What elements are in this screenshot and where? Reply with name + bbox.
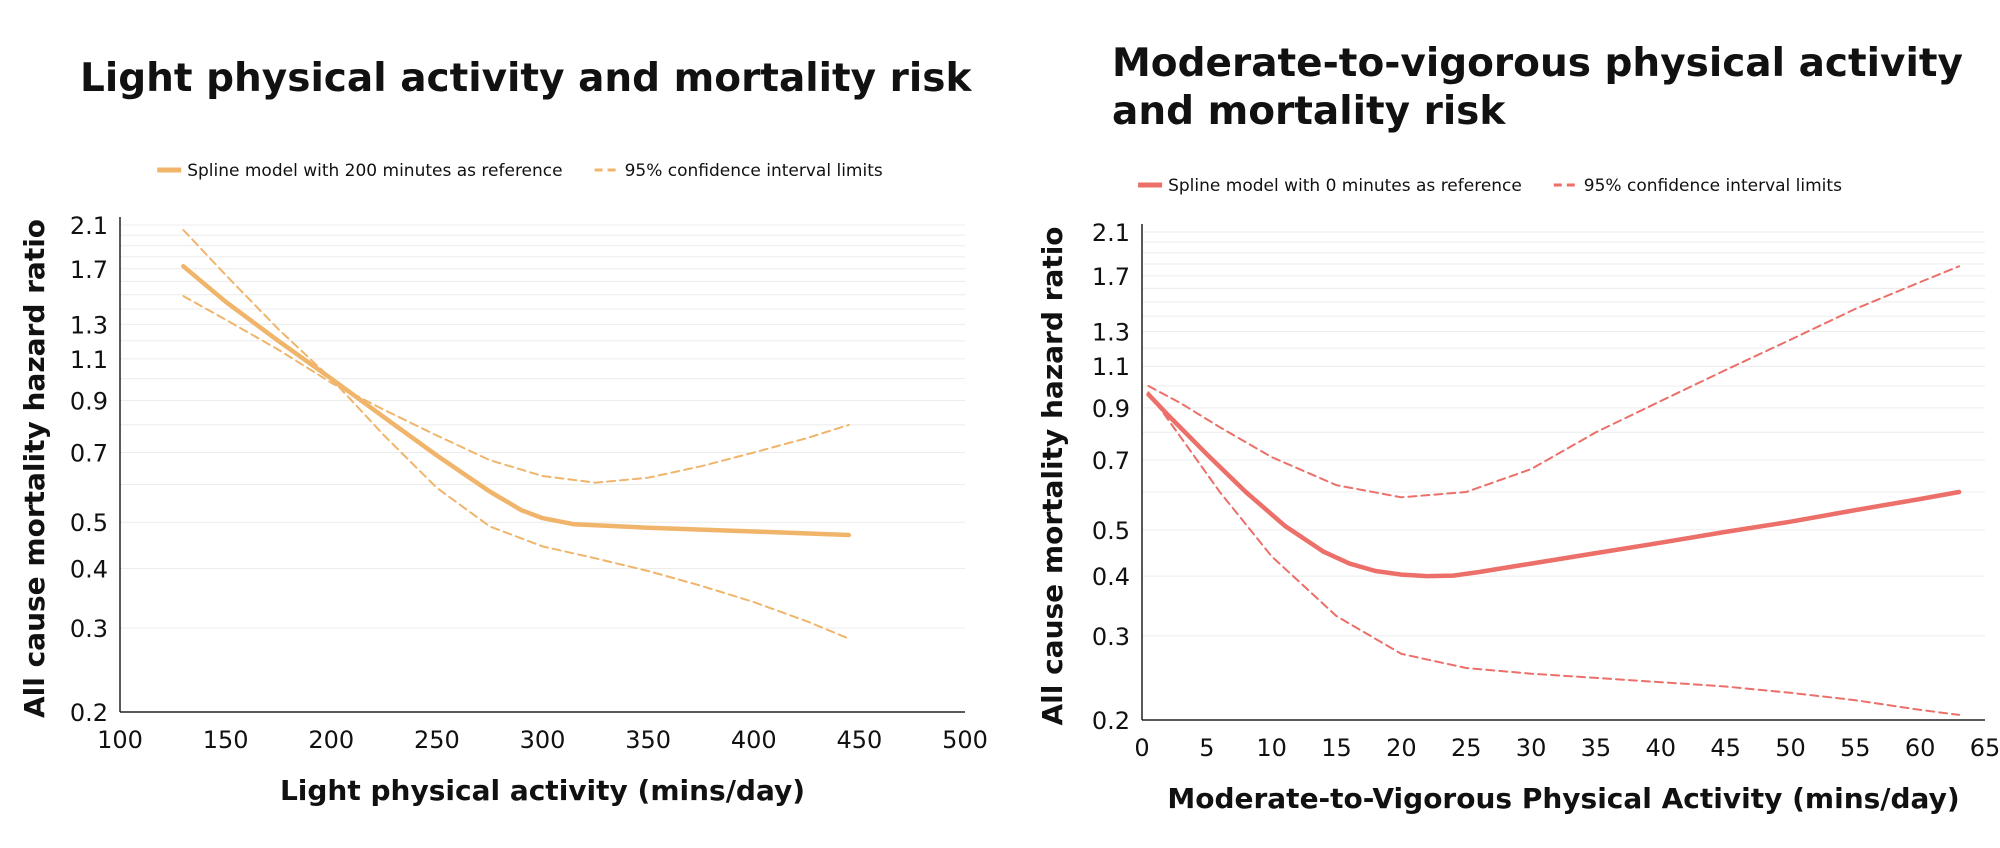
y-tick-label: 0.3 bbox=[70, 615, 108, 643]
legend-item: 95% confidence interval limits bbox=[1553, 176, 1842, 196]
x-axis-label: Light physical activity (mins/day) bbox=[280, 774, 805, 807]
legend-label: Spline model with 200 minutes as referen… bbox=[187, 161, 562, 181]
gridlines bbox=[120, 224, 965, 713]
legend-label: Spline model with 0 minutes as reference bbox=[1168, 176, 1522, 196]
x-tick-label: 450 bbox=[836, 726, 882, 754]
legend-label: 95% confidence interval limits bbox=[1584, 176, 1842, 196]
y-tick-label: 1.3 bbox=[70, 311, 108, 339]
spline-line bbox=[1146, 392, 1962, 579]
x-tick-label: 15 bbox=[1321, 734, 1352, 762]
x-tick-label: 10 bbox=[1256, 734, 1287, 762]
x-tick-label: 250 bbox=[414, 726, 460, 754]
y-tick-label: 1.7 bbox=[70, 256, 108, 284]
y-tick-label: 0.9 bbox=[1092, 395, 1130, 423]
x-tick-label: 55 bbox=[1840, 734, 1871, 762]
y-tick-label: 0.7 bbox=[1092, 447, 1130, 475]
y-axis-label: All cause mortality hazard ratio bbox=[18, 219, 51, 718]
chart-title: Moderate-to-vigorous physical activity a… bbox=[1112, 41, 1963, 134]
x-tick-label: 45 bbox=[1710, 734, 1741, 762]
x-tick-label: 25 bbox=[1451, 734, 1482, 762]
y-tick-label: 2.1 bbox=[1092, 219, 1130, 247]
y-tick-label: 1.1 bbox=[1092, 353, 1130, 381]
x-tick-label: 35 bbox=[1581, 734, 1612, 762]
x-tick-label: 65 bbox=[1970, 734, 2000, 762]
legend-item: 95% confidence interval limits bbox=[594, 161, 883, 181]
y-tick-label: 0.2 bbox=[1092, 707, 1130, 735]
plot-area: 0.2 0.3 0.4 0.5 0.7 0.9 1.1 1.3 1.7 2.1 100 150 200 2… bbox=[18, 161, 988, 807]
y-axis-label: All cause mortality hazard ratio bbox=[1036, 226, 1069, 725]
y-tick-label: 0.3 bbox=[1092, 623, 1130, 651]
y-tick-label: 0.9 bbox=[70, 387, 108, 415]
y-tick-label: 0.4 bbox=[70, 555, 108, 583]
y-tick-label: 0.5 bbox=[70, 509, 108, 537]
x-tick-label: 100 bbox=[97, 726, 143, 754]
chart-mvpa: Moderate-to-vigorous physical activity a… bbox=[1036, 0, 2000, 848]
plot-area: 0.2 0.3 0.4 0.5 0.7 0.9 1.1 1.3 1.7 2.1 0 5 10 15 20 25… bbox=[1036, 176, 2000, 815]
spline-line bbox=[181, 264, 852, 538]
y-tick-label: 1.7 bbox=[1092, 263, 1130, 291]
y-tick-label: 1.3 bbox=[1092, 319, 1130, 347]
legend: Spline model with 200 minutes as referen… bbox=[157, 161, 883, 181]
legend-item: Spline model with 200 minutes as referen… bbox=[157, 161, 563, 181]
y-tick-label: 1.1 bbox=[70, 346, 108, 374]
confidence-limit-line bbox=[182, 229, 850, 640]
legend: Spline model with 0 minutes as reference… bbox=[1138, 176, 1842, 196]
y-tick-label: 0.4 bbox=[1092, 563, 1130, 591]
y-tick-label: 0.2 bbox=[70, 699, 108, 727]
x-tick-label: 500 bbox=[942, 726, 988, 754]
y-tick-label: 0.5 bbox=[1092, 517, 1130, 545]
chart-title: Light physical activity and mortality ri… bbox=[80, 56, 972, 101]
x-tick-label: 50 bbox=[1775, 734, 1806, 762]
confidence-limit-line bbox=[1147, 391, 1961, 716]
x-tick-label: 300 bbox=[520, 726, 566, 754]
x-tick-label: 0 bbox=[1134, 734, 1149, 762]
x-tick-label: 60 bbox=[1905, 734, 1936, 762]
legend-label: 95% confidence interval limits bbox=[625, 161, 883, 181]
x-tick-label: 5 bbox=[1199, 734, 1214, 762]
x-tick-label: 350 bbox=[625, 726, 671, 754]
legend-item: Spline model with 0 minutes as reference bbox=[1138, 176, 1522, 196]
confidence-limit-line bbox=[1147, 265, 1961, 499]
gridlines bbox=[1142, 231, 1985, 721]
y-tick-label: 0.7 bbox=[70, 440, 108, 468]
x-tick-label: 20 bbox=[1386, 734, 1417, 762]
x-tick-label: 200 bbox=[308, 726, 354, 754]
chart-light-activity: Light physical activity and mortality ri… bbox=[18, 56, 988, 807]
x-axis-label: Moderate-to-Vigorous Physical Activity (… bbox=[1167, 782, 1959, 815]
y-tick-label: 2.1 bbox=[70, 212, 108, 240]
x-tick-label: 40 bbox=[1645, 734, 1676, 762]
confidence-limit-line bbox=[182, 295, 850, 484]
x-tick-label: 150 bbox=[203, 726, 249, 754]
x-tick-label: 400 bbox=[731, 726, 777, 754]
x-tick-label: 30 bbox=[1516, 734, 1547, 762]
